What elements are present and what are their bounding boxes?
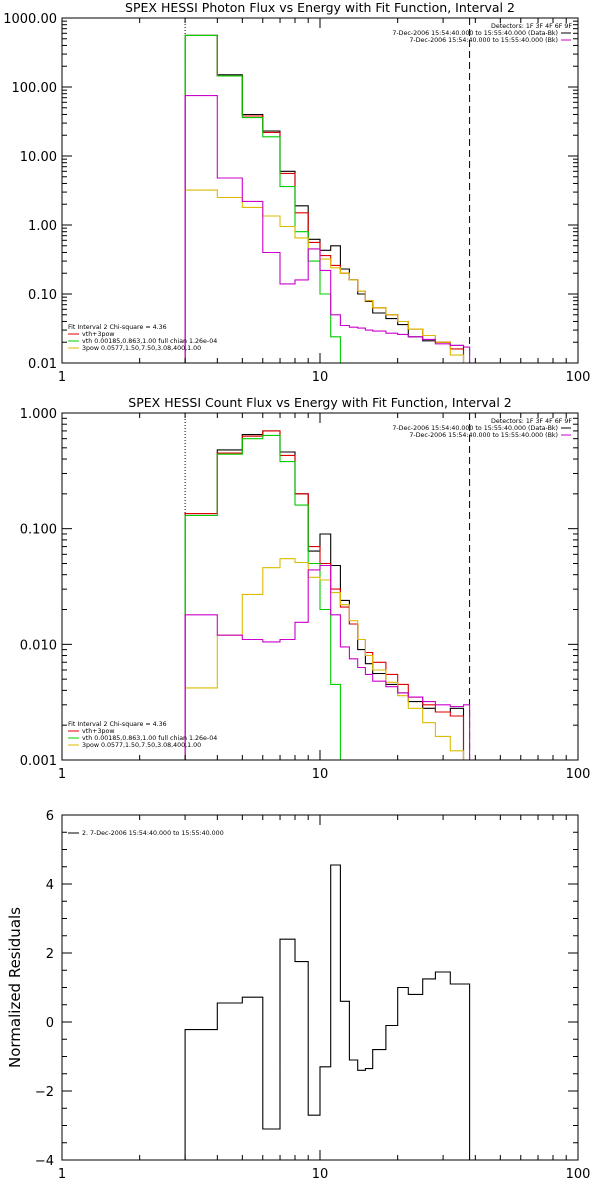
y-tick-label: 0.100 (20, 523, 57, 538)
y-tick-label: 0.001 (20, 754, 57, 769)
data-series (184, 864, 471, 1160)
info-line: 7-Dec-2006 15:54:40.000 to 15:55:40.000 … (409, 432, 558, 439)
y-tick-label: 0.10 (28, 288, 57, 303)
chart-title: SPEX HESSI Photon Flux vs Energy with Fi… (125, 0, 515, 15)
series-3pow (184, 558, 471, 760)
series-vth-3pow (184, 430, 471, 760)
series-bk (184, 564, 471, 760)
y-tick-label: 4 (46, 878, 54, 893)
chart-title: SPEX HESSI Count Flux vs Energy with Fit… (128, 395, 511, 410)
x-tick-label: 1 (58, 767, 66, 782)
x-tick-label: 1 (58, 1167, 66, 1182)
y-tick-label: 1000.00 (3, 12, 57, 27)
series-vth (184, 34, 341, 363)
series-residuals (184, 864, 471, 1160)
y-axis-label: Normalized Residuals (6, 907, 24, 1068)
legend-item-label: vth+3pow (82, 728, 114, 735)
y-tick-label: 0.010 (20, 638, 57, 653)
chart-3: 1 10 100 −4 −2 0 2 4 6 Normalized Residuals 2. 7-D… (6, 809, 591, 1182)
data-series (184, 430, 471, 760)
x-tick-label: 100 (566, 1167, 591, 1182)
series-data-bk (184, 34, 471, 363)
x-tick-label: 100 (566, 767, 591, 782)
y-tick-label: 1.000 (20, 407, 57, 422)
x-tick-label: 100 (566, 370, 591, 385)
chart-2: SPEX HESSI Count Flux vs Energy with Fit… (20, 395, 591, 782)
info-line: 7-Dec-2006 15:54:40.000 to 15:55:40.000 … (392, 425, 558, 432)
series-vth-3pow (184, 34, 471, 363)
series-3pow (184, 189, 471, 363)
x-tick-label: 10 (312, 767, 329, 782)
y-tick-label: −2 (35, 1085, 54, 1100)
y-tick-label: 0.01 (28, 357, 57, 372)
legend-title: Fit Interval 2 Chi-square = 4.36 (68, 721, 167, 728)
legend-item-label: 3pow 0.0577,1.50,7.50,3.08,400,1.00 (82, 742, 201, 749)
info-line: 7-Dec-2006 15:54:40.000 to 15:55:40.000 … (392, 30, 558, 37)
y-tick-label: 1.00 (28, 219, 57, 234)
legend-item-label: 2. 7-Dec-2006 15:54:40.000 to 15:55:40.0… (82, 830, 224, 837)
y-tick-label: 100.00 (12, 81, 58, 96)
y-tick-label: 6 (46, 809, 54, 824)
legend-title: Fit Interval 2 Chi-square = 4.36 (68, 324, 167, 331)
legend-item-label: 3pow 0.0577,1.50,7.50,3.08,400,1.00 (82, 345, 201, 352)
plot-frame (61, 17, 579, 364)
info-line: 7-Dec-2006 15:54:40.000 to 15:55:40.000 … (409, 37, 558, 44)
series-bk (184, 95, 471, 363)
series-vth (184, 434, 341, 760)
x-tick-label: 10 (312, 1167, 329, 1182)
y-tick-label: 2 (46, 947, 54, 962)
legend-item-label: vth+3pow (82, 331, 114, 338)
series-data-bk (184, 430, 471, 760)
data-series (184, 34, 471, 363)
x-tick-label: 10 (312, 370, 329, 385)
y-tick-label: 0 (46, 1016, 54, 1031)
info-line: Detectors: 1F 3F 4F 6F 9F (491, 418, 572, 425)
y-tick-label: −4 (35, 1154, 54, 1169)
x-tick-label: 1 (58, 370, 66, 385)
legend-item-label: vth 0.00185,0.863,1.00 full chian 1.26e-… (82, 735, 217, 742)
legend-item-label: vth 0.00185,0.863,1.00 full chian 1.26e-… (82, 338, 217, 345)
info-line: Detectors: 1F 3F 4F 6F 9F (491, 23, 572, 30)
y-tick-label: 10.00 (20, 150, 57, 165)
chart-1: SPEX HESSI Photon Flux vs Energy with Fi… (3, 0, 591, 385)
